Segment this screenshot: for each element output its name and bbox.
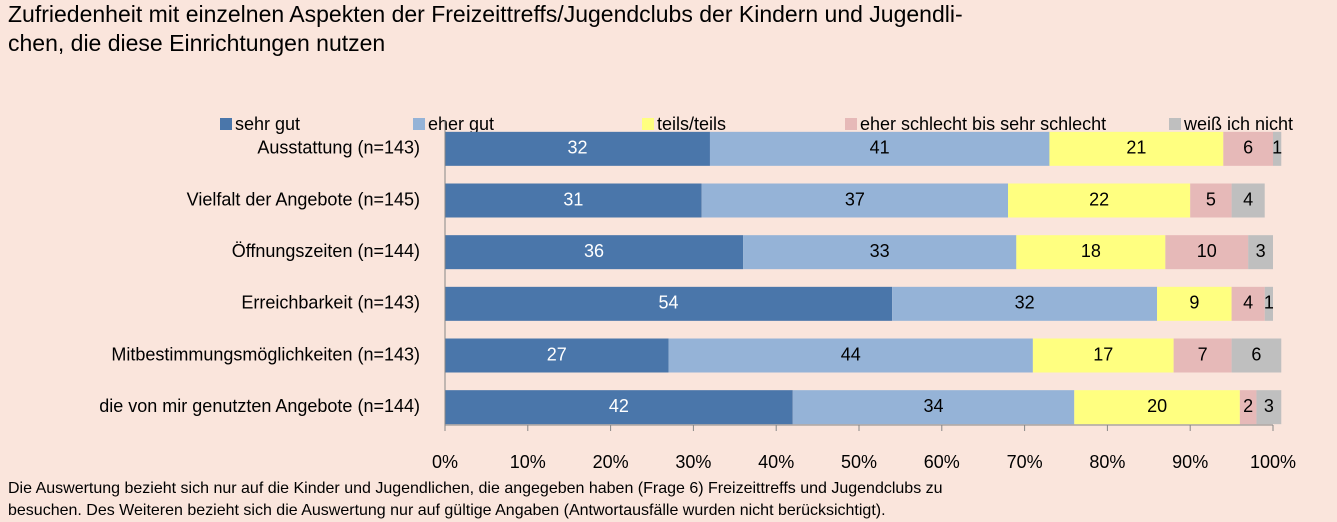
bar-segment	[445, 183, 702, 218]
legend-swatch	[220, 118, 232, 130]
bar-segment	[1256, 390, 1282, 425]
data-label: 37	[845, 189, 865, 209]
bar-segment	[445, 390, 793, 425]
x-tick-label: 60%	[924, 452, 960, 472]
data-label: 5	[1206, 189, 1216, 209]
legend-swatch	[642, 118, 654, 130]
data-label: 18	[1081, 241, 1101, 261]
bar-segment	[445, 338, 669, 373]
y-tick-label: Mitbestimmungsmöglichkeiten (n=143)	[111, 344, 420, 364]
x-tick-label: 90%	[1172, 452, 1208, 472]
data-label: 4	[1243, 189, 1253, 209]
data-label: 10	[1197, 241, 1217, 261]
bar-segment	[1016, 235, 1166, 270]
legend-label: eher schlecht bis sehr schlecht	[860, 114, 1106, 134]
x-tick-label: 70%	[1007, 452, 1043, 472]
bar-segment	[1032, 338, 1174, 373]
data-label: 21	[1126, 138, 1146, 158]
bar-segment	[445, 131, 710, 166]
legend-swatch	[845, 118, 857, 130]
data-label: 7	[1198, 344, 1208, 364]
legend-swatch	[413, 118, 425, 130]
data-label: 36	[584, 241, 604, 261]
x-tick-label: 0%	[432, 452, 458, 472]
bar-segment	[1231, 286, 1265, 321]
legend-label: weiß ich nicht	[1183, 114, 1293, 134]
data-label: 33	[870, 241, 890, 261]
data-label: 44	[841, 344, 861, 364]
bar-segment	[445, 286, 893, 321]
data-label: 9	[1189, 293, 1199, 313]
data-label: 4	[1243, 293, 1253, 313]
chart-title: chen, die diese Einrichtungen nutzen	[8, 30, 385, 56]
data-label: 6	[1251, 344, 1261, 364]
bar-segment	[668, 338, 1033, 373]
x-tick-label: 40%	[758, 452, 794, 472]
data-label: 31	[563, 189, 583, 209]
x-tick-label: 50%	[841, 452, 877, 472]
data-label: 34	[924, 396, 944, 416]
bar-segment	[1190, 183, 1232, 218]
data-label: 32	[567, 138, 587, 158]
bar-segment	[709, 131, 1050, 166]
data-label: 32	[1015, 293, 1035, 313]
bar-segment	[892, 286, 1158, 321]
bar-segment	[1157, 286, 1232, 321]
x-tick-label: 20%	[593, 452, 629, 472]
y-tick-label: Vielfalt der Angebote (n=145)	[187, 189, 420, 209]
data-label: 17	[1093, 344, 1113, 364]
chart-title: Zufriedenheit mit einzelnen Aspekten der…	[8, 1, 963, 27]
x-tick-label: 30%	[675, 452, 711, 472]
bar-segment	[1223, 131, 1273, 166]
x-tick-label: 100%	[1250, 452, 1296, 472]
bar-segment	[1231, 338, 1282, 373]
footnote: besuchen. Des Weiteren bezieht sich die …	[8, 502, 886, 519]
y-tick-label: Ausstattung (n=143)	[257, 138, 420, 158]
data-label: 6	[1243, 138, 1253, 158]
legend-label: teils/teils	[657, 114, 726, 134]
bar-segment	[1273, 131, 1282, 166]
y-tick-label: Öffnungszeiten (n=144)	[232, 241, 420, 261]
y-tick-label: Erreichbarkeit (n=143)	[241, 293, 420, 313]
x-tick-label: 80%	[1089, 452, 1125, 472]
bar-segment	[1248, 235, 1273, 270]
bar-segment	[743, 235, 1017, 270]
y-tick-label: die von mir genutzten Angebote (n=144)	[99, 396, 420, 416]
bar-segment	[1239, 390, 1257, 425]
data-label: 3	[1256, 241, 1266, 261]
bar-segment	[701, 183, 1009, 218]
bar-segment	[1173, 338, 1232, 373]
x-tick-label: 10%	[510, 452, 546, 472]
data-label: 54	[659, 293, 679, 313]
data-label: 22	[1089, 189, 1109, 209]
bar-segment	[445, 235, 744, 270]
data-label: 41	[870, 138, 890, 158]
footnote: Die Auswertung bezieht sich nur auf die …	[8, 480, 943, 497]
bar-segment	[1008, 183, 1191, 218]
data-label: 3	[1264, 396, 1274, 416]
bar-segment	[1165, 235, 1249, 270]
legend-swatch	[1169, 118, 1181, 130]
data-label: 27	[547, 344, 567, 364]
legend-label: eher gut	[428, 114, 494, 134]
data-label: 20	[1147, 396, 1167, 416]
bar-segment	[1231, 183, 1265, 218]
data-label: 1	[1264, 293, 1274, 313]
bar-segment	[1049, 131, 1224, 166]
legend-label: sehr gut	[235, 114, 300, 134]
data-label: 1	[1272, 138, 1282, 158]
data-label: 42	[609, 396, 629, 416]
bar-segment	[1264, 286, 1273, 321]
bar-segment	[1074, 390, 1240, 425]
data-label: 2	[1243, 396, 1253, 416]
bar-segment	[792, 390, 1075, 425]
